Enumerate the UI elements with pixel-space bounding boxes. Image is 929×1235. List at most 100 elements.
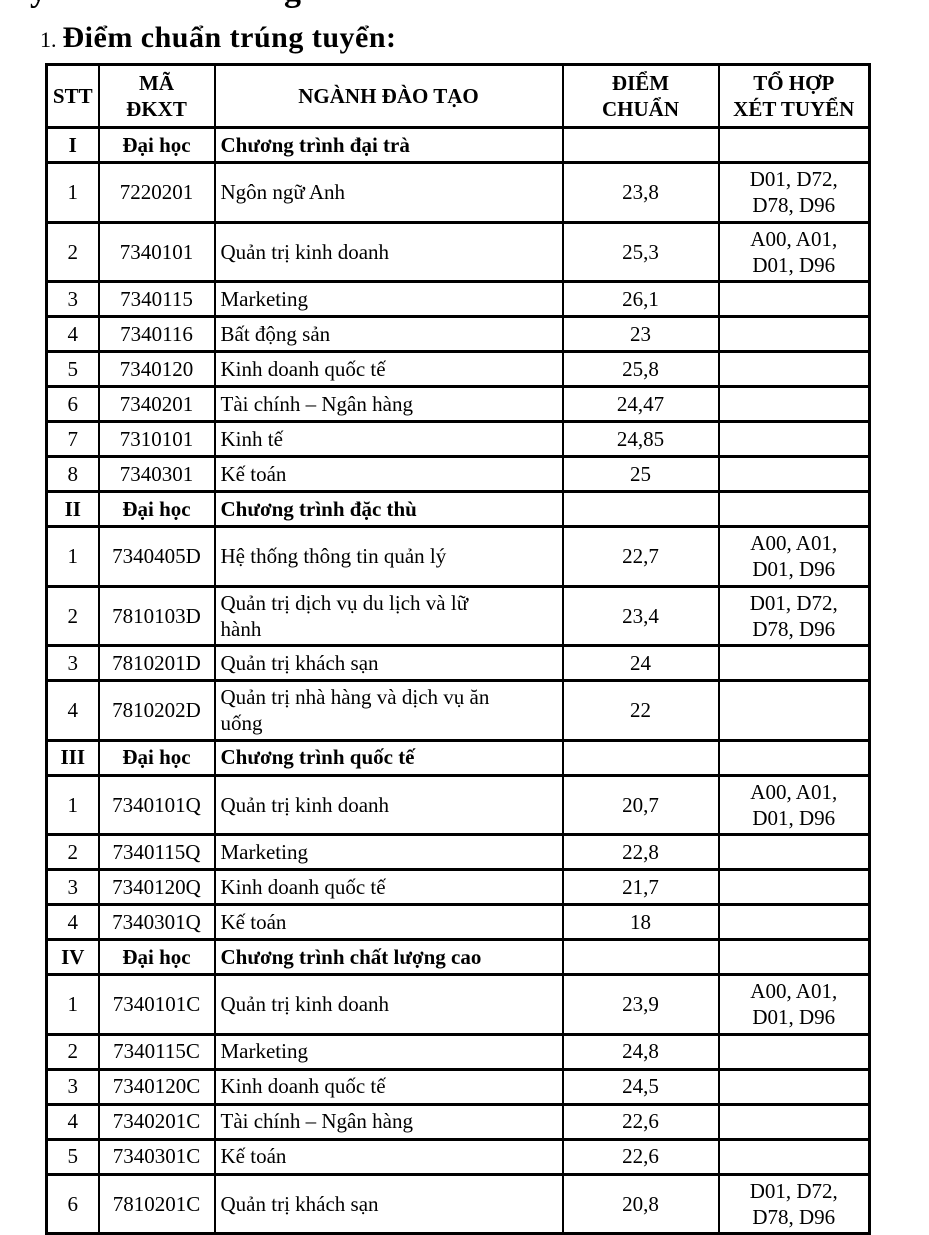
cell-diem-chuan: 22 xyxy=(561,679,720,742)
cell-diem-chuan: 22,6 xyxy=(561,1102,720,1141)
page-title: 1. Điểm chuẩn trúng tuyển: xyxy=(40,21,929,55)
table-row: 3 7340120Q Kinh doanh quốc tế 21,7 xyxy=(45,868,871,906)
table-row: 4 7810202D Quản trị nhà hàng và dịch vụ … xyxy=(45,679,871,742)
cell-ma-dkxt: Đại học xyxy=(97,490,216,528)
cell-ma-dkxt: 7810202D xyxy=(97,679,216,742)
cell-ma-dkxt: Đại học xyxy=(97,126,216,164)
cell-nganh-dao-tao: Kinh doanh quốc tế xyxy=(213,350,564,388)
cell-ma-dkxt: 7340301Q xyxy=(97,903,216,941)
cell-stt: 8 xyxy=(45,455,100,493)
cell-ma-dkxt: 7340120C xyxy=(97,1067,216,1106)
cell-to-hop-xet-tuyen xyxy=(717,1067,871,1106)
cell-diem-chuan: 21,7 xyxy=(561,868,720,906)
header-ma: MÃ ĐKXT xyxy=(97,63,216,129)
cell-diem-chuan: 23,9 xyxy=(561,973,720,1036)
cell-to-hop-xet-tuyen xyxy=(717,1137,871,1176)
cell-nganh-dao-tao: Quản trị kinh doanh xyxy=(213,973,564,1036)
clipped-glyph-fragment: g xyxy=(284,0,301,8)
header-nganh: NGÀNH ĐÀO TẠO xyxy=(213,63,564,129)
table-row: 1 7340101Q Quản trị kinh doanh 20,7 A00,… xyxy=(45,773,871,836)
table-row: 1 7340405D Hệ thống thông tin quản lý 22… xyxy=(45,525,871,588)
cell-diem-chuan: 22,6 xyxy=(561,1137,720,1176)
cell-to-hop-xet-tuyen: A00, A01, D01, D96 xyxy=(717,220,871,283)
title-text: Điểm chuẩn trúng tuyển: xyxy=(62,21,397,54)
cell-to-hop-xet-tuyen xyxy=(717,350,871,388)
cell-ma-dkxt: 7340201 xyxy=(97,385,216,423)
cell-to-hop-xet-tuyen xyxy=(717,938,871,976)
cell-to-hop-xet-tuyen xyxy=(717,644,871,682)
cell-ma-dkxt: 7340120 xyxy=(97,350,216,388)
cell-ma-dkxt: 7340115C xyxy=(97,1032,216,1071)
cell-diem-chuan: 24,47 xyxy=(561,385,720,423)
cell-stt: 1 xyxy=(45,525,100,588)
cell-nganh-dao-tao: Marketing xyxy=(213,280,564,318)
cell-nganh-dao-tao: Ngôn ngữ Anh xyxy=(213,161,564,224)
clipped-previous-line: y g xyxy=(0,0,929,13)
cell-ma-dkxt: 7220201 xyxy=(97,161,216,224)
cell-to-hop-xet-tuyen xyxy=(717,280,871,318)
cell-diem-chuan: 23,4 xyxy=(561,584,720,647)
table-row: I Đại học Chương trình đại trà xyxy=(45,126,871,164)
cell-nganh-dao-tao: Kế toán xyxy=(213,903,564,941)
cell-to-hop-xet-tuyen xyxy=(717,420,871,458)
cell-stt: 5 xyxy=(45,350,100,388)
table-row: 3 7810201D Quản trị khách sạn 24 xyxy=(45,644,871,682)
cell-diem-chuan: 25 xyxy=(561,455,720,493)
cell-nganh-dao-tao: Quản trị dịch vụ du lịch và lữ hành xyxy=(213,584,564,647)
table-row: 3 7340120C Kinh doanh quốc tế 24,5 xyxy=(45,1067,871,1106)
cell-diem-chuan: 25,8 xyxy=(561,350,720,388)
cell-diem-chuan: 20,8 xyxy=(561,1172,720,1235)
cell-nganh-dao-tao: Quản trị khách sạn xyxy=(213,1172,564,1235)
cell-ma-dkxt: Đại học xyxy=(97,938,216,976)
cell-diem-chuan: 25,3 xyxy=(561,220,720,283)
cell-ma-dkxt: 7340101Q xyxy=(97,773,216,836)
admission-scores-table: STT MÃ ĐKXT NGÀNH ĐÀO TẠO ĐIỂM CHUẨN TỔ … xyxy=(45,63,871,1235)
cell-to-hop-xet-tuyen xyxy=(717,1032,871,1071)
cell-diem-chuan: 24,8 xyxy=(561,1032,720,1071)
table-row: 4 7340201C Tài chính – Ngân hàng 22,6 xyxy=(45,1102,871,1141)
cell-stt: 3 xyxy=(45,868,100,906)
cell-ma-dkxt: 7340301 xyxy=(97,455,216,493)
cell-diem-chuan: 24,85 xyxy=(561,420,720,458)
title-number: 1. xyxy=(40,27,57,52)
cell-stt: II xyxy=(45,490,100,528)
cell-nganh-dao-tao: Kế toán xyxy=(213,455,564,493)
cell-nganh-dao-tao: Tài chính – Ngân hàng xyxy=(213,385,564,423)
header-row: STT MÃ ĐKXT NGÀNH ĐÀO TẠO ĐIỂM CHUẨN TỔ … xyxy=(45,63,871,129)
cell-ma-dkxt: 7310101 xyxy=(97,420,216,458)
table-row: III Đại học Chương trình quốc tế xyxy=(45,738,871,777)
cell-to-hop-xet-tuyen xyxy=(717,315,871,353)
cell-diem-chuan: 24,5 xyxy=(561,1067,720,1106)
cell-nganh-dao-tao: Kế toán xyxy=(213,1137,564,1176)
cell-stt: 3 xyxy=(45,644,100,682)
table-row: 2 7340101 Quản trị kinh doanh 25,3 A00, … xyxy=(45,220,871,283)
cell-diem-chuan xyxy=(561,938,720,976)
cell-ma-dkxt: 7340405D xyxy=(97,525,216,588)
cell-nganh-dao-tao: Marketing xyxy=(213,1032,564,1071)
table-row: IV Đại học Chương trình chất lượng cao xyxy=(45,938,871,976)
table-row: II Đại học Chương trình đặc thù xyxy=(45,490,871,528)
cell-diem-chuan: 20,7 xyxy=(561,773,720,836)
cell-ma-dkxt: 7340120Q xyxy=(97,868,216,906)
cell-ma-dkxt: 7810201C xyxy=(97,1172,216,1235)
cell-nganh-dao-tao: Kinh doanh quốc tế xyxy=(213,1067,564,1106)
cell-diem-chuan xyxy=(561,738,720,777)
table-row: 1 7340101C Quản trị kinh doanh 23,9 A00,… xyxy=(45,973,871,1036)
cell-stt: 2 xyxy=(45,1032,100,1071)
cell-stt: 3 xyxy=(45,1067,100,1106)
table-row: 5 7340301C Kế toán 22,6 xyxy=(45,1137,871,1176)
cell-to-hop-xet-tuyen xyxy=(717,385,871,423)
cell-stt: 1 xyxy=(45,973,100,1036)
cell-diem-chuan: 23 xyxy=(561,315,720,353)
cell-to-hop-xet-tuyen xyxy=(717,679,871,742)
table-row: 1 7220201 Ngôn ngữ Anh 23,8 D01, D72, D7… xyxy=(45,161,871,224)
table-header: STT MÃ ĐKXT NGÀNH ĐÀO TẠO ĐIỂM CHUẨN TỔ … xyxy=(45,63,871,129)
cell-ma-dkxt: 7810103D xyxy=(97,584,216,647)
cell-ma-dkxt: 7340115 xyxy=(97,280,216,318)
cell-to-hop-xet-tuyen xyxy=(717,490,871,528)
cell-nganh-dao-tao: Chương trình chất lượng cao xyxy=(213,938,564,976)
header-stt: STT xyxy=(45,63,100,129)
table-row: 6 7810201C Quản trị khách sạn 20,8 D01, … xyxy=(45,1172,871,1235)
cell-to-hop-xet-tuyen: A00, A01, D01, D96 xyxy=(717,773,871,836)
cell-stt: 4 xyxy=(45,679,100,742)
